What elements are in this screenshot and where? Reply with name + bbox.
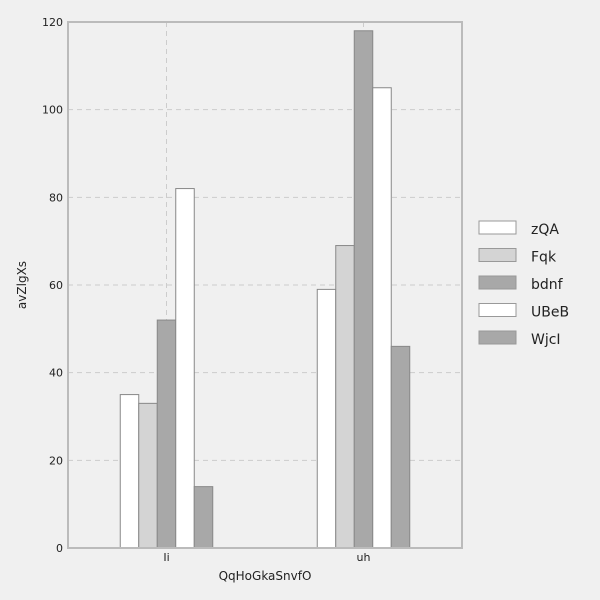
bar-UBeB-Ii xyxy=(176,189,195,548)
y-tick-label: 60 xyxy=(49,279,63,292)
y-tick-label: 100 xyxy=(42,104,63,117)
y-tick-label: 0 xyxy=(56,542,63,555)
bar-Fqk-Ii xyxy=(139,403,158,548)
y-axis-label: avZlgXs xyxy=(15,261,29,309)
bar-WjcI-Ii xyxy=(194,487,213,548)
bar-bdnf-Ii xyxy=(157,320,176,548)
legend-swatch xyxy=(479,304,516,317)
x-tick-labels: Ii uh xyxy=(163,551,370,564)
legend-swatch xyxy=(479,331,516,344)
bar-bdnf-uh xyxy=(354,31,373,548)
y-tick-label: 80 xyxy=(49,191,63,204)
y-tick-label: 120 xyxy=(42,16,63,29)
y-tick-labels: 0 20 40 60 80 100 120 xyxy=(42,16,63,555)
y-tick-label: 20 xyxy=(49,454,63,467)
legend-label: WjcI xyxy=(531,332,561,348)
x-axis-label: QqHoGkaSnvfO xyxy=(219,569,312,583)
legend-label: zQA xyxy=(531,222,559,238)
x-tick-label: Ii xyxy=(163,551,169,564)
bar-UBeB-uh xyxy=(373,88,392,548)
y-tick-label: 40 xyxy=(49,367,63,380)
legend-label: UBeB xyxy=(531,305,569,321)
bar-zQA-uh xyxy=(317,289,336,548)
bar-WjcI-uh xyxy=(391,346,410,548)
legend-swatch xyxy=(479,276,516,289)
legend-swatch xyxy=(479,249,516,262)
legend: zQA Fqk bdnf UBeB WjcI xyxy=(479,221,569,348)
legend-swatch xyxy=(479,221,516,234)
legend-label: bdnf xyxy=(531,277,564,293)
x-tick-label: uh xyxy=(357,551,371,564)
bar-zQA-Ii xyxy=(120,395,139,548)
legend-label: Fqk xyxy=(531,250,557,266)
bar-Fqk-uh xyxy=(336,246,355,548)
